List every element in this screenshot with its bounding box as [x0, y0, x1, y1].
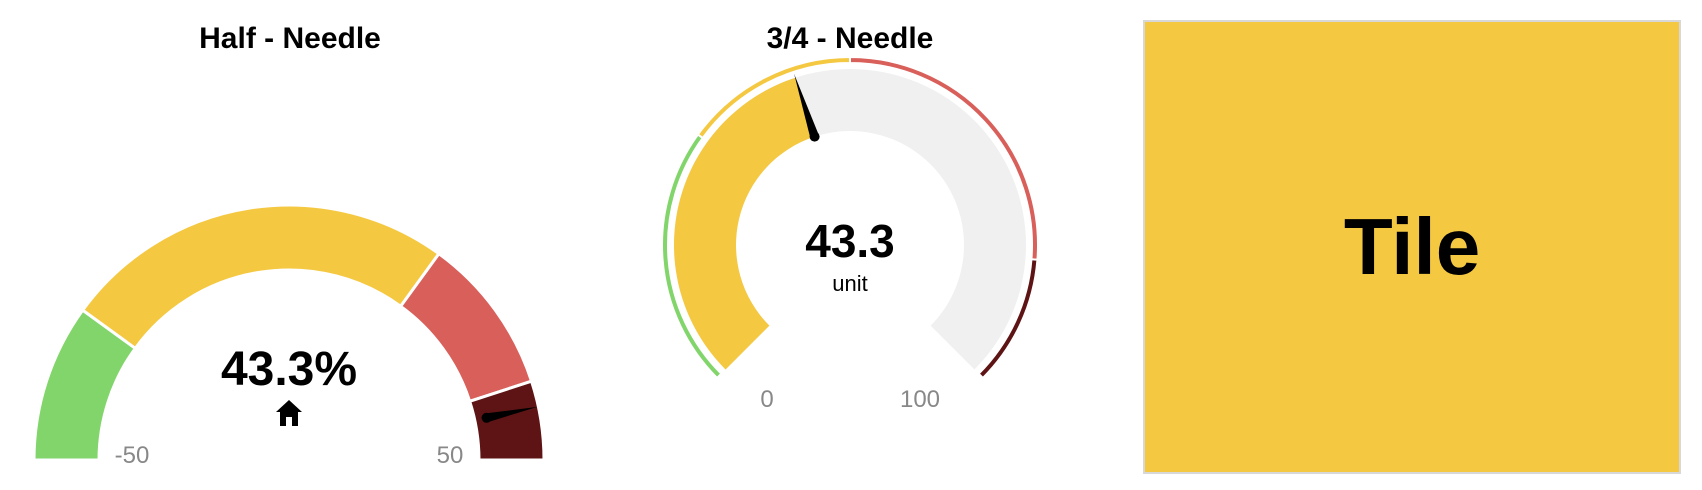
half-gauge-band-1: [80, 203, 441, 351]
three-quarter-gauge-panel: 3/4 - Needle 43.3 unit 0 100: [620, 0, 1080, 490]
half-gauge-min-label: -50: [115, 442, 150, 469]
tile: Tile: [1143, 20, 1681, 474]
half-gauge-value: 43.3%: [221, 343, 357, 396]
half-gauge-max-label: 50: [437, 442, 464, 469]
half-gauge: -50 50 43.3%: [32, 203, 546, 469]
three-quarter-gauge-needle: [794, 73, 819, 139]
half-gauge-needle-hub: [481, 412, 492, 423]
three-quarter-gauge-min-label: 0: [760, 386, 773, 413]
tile-label: Tile: [1343, 202, 1481, 291]
three-quarter-gauge: 43.3 unit 0 100: [661, 55, 1039, 413]
half-gauge-panel: Half - Needle -50 50 43.3%: [0, 0, 580, 490]
three-quarter-gauge-needle-hub: [809, 131, 820, 142]
three-quarter-gauge-fill: [674, 77, 815, 370]
half-gauge-title: Half - Needle: [199, 22, 381, 55]
three-quarter-gauge-max-label: 100: [900, 386, 940, 413]
three-quarter-gauge-unit: unit: [832, 271, 867, 296]
three-quarter-gauge-title: 3/4 - Needle: [766, 22, 934, 55]
three-quarter-gauge-value: 43.3: [805, 215, 895, 267]
home-icon: [276, 400, 302, 426]
half-gauge-band-3: [467, 379, 546, 462]
three-quarter-gauge-band-3: [977, 258, 1039, 380]
half-gauge-needle: [485, 406, 538, 423]
